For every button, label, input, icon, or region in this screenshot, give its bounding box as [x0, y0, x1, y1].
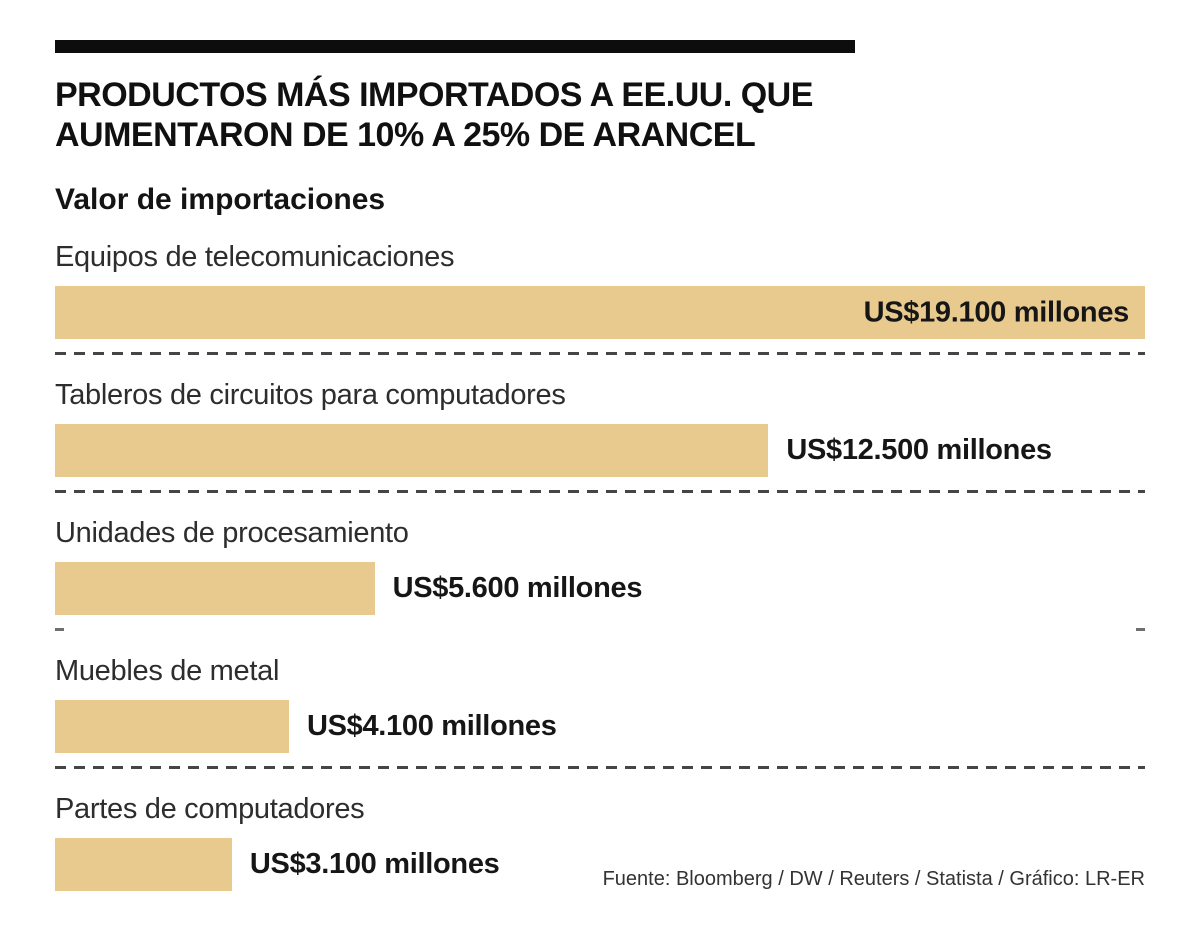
- row-separator: [55, 904, 1145, 907]
- bar: [55, 562, 375, 615]
- row-separator: [55, 352, 1145, 355]
- bar: [55, 424, 769, 477]
- bar: [55, 286, 1145, 339]
- chart-subtitle: Valor de importaciones: [55, 183, 386, 216]
- chart-row: Muebles de metal US$4.100 millones: [55, 655, 1145, 769]
- value-label: US$5.600 millones: [392, 572, 643, 604]
- chart-row: Tableros de circuitos para computadores …: [55, 379, 1145, 493]
- bar-line: US$12.500 millones: [55, 424, 1145, 477]
- chart-row: Partes de computadores US$3.100 millones: [55, 793, 1145, 907]
- bar: [55, 700, 289, 753]
- chart-row: Unidades de procesamiento US$5.600 millo…: [55, 517, 1145, 631]
- category-label: Tableros de circuitos para computadores: [55, 379, 566, 411]
- category-label: Muebles de metal: [55, 655, 280, 687]
- bar-line: US$19.100 millones: [55, 286, 1145, 339]
- chart-row: Equipos de telecomunicaciones US$19.100 …: [55, 241, 1145, 355]
- row-separator: [55, 628, 1145, 631]
- chart-title-line-2: AUMENTARON DE 10% A 25% DE ARANCEL: [55, 116, 756, 154]
- category-label: Unidades de procesamiento: [55, 517, 409, 549]
- value-label: US$3.100 millones: [249, 848, 500, 880]
- bar-line: US$3.100 millones: [55, 838, 1145, 891]
- value-label: US$19.100 millones: [863, 296, 1130, 328]
- row-separator: [55, 490, 1145, 493]
- value-label: US$12.500 millones: [786, 434, 1052, 466]
- value-label: US$4.100 millones: [306, 710, 557, 742]
- bar: [55, 838, 232, 891]
- top-rule: [55, 40, 855, 53]
- chart-title: PRODUCTOS MÁS IMPORTADOS A EE.UU. QUE AU…: [55, 75, 1145, 155]
- row-separator: [55, 766, 1145, 769]
- source-credit: Fuente: Bloomberg / DW / Reuters / Stati…: [602, 868, 1145, 890]
- bar-line: US$4.100 millones: [55, 700, 1145, 753]
- chart-title-line-1: PRODUCTOS MÁS IMPORTADOS A EE.UU. QUE: [55, 76, 813, 114]
- category-label: Partes de computadores: [55, 793, 365, 825]
- bar-chart: Equipos de telecomunicaciones US$19.100 …: [55, 241, 1145, 907]
- bar-line: US$5.600 millones: [55, 562, 1145, 615]
- category-label: Equipos de telecomunicaciones: [55, 241, 455, 273]
- chart-content: PRODUCTOS MÁS IMPORTADOS A EE.UU. QUE AU…: [55, 40, 1145, 907]
